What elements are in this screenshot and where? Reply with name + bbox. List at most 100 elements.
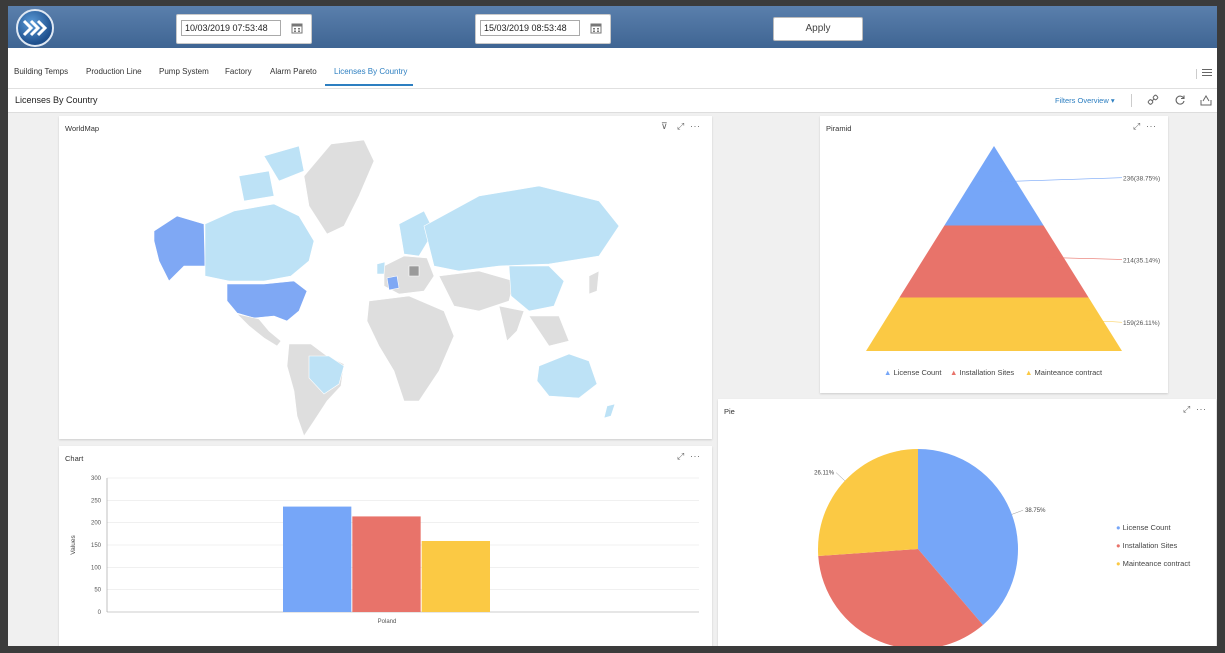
map-africa[interactable] <box>366 295 455 402</box>
legend-item-mainteance-contract[interactable]: ● Mainteance contract <box>1116 559 1190 568</box>
panel-title: Piramid <box>826 124 852 133</box>
expand-icon[interactable]: ⤢ <box>1133 121 1141 131</box>
tab-building-temps[interactable]: Building Temps <box>14 67 69 76</box>
link-icon[interactable] <box>1147 94 1159 106</box>
calendar-icon[interactable] <box>291 22 303 34</box>
filters-overview-dropdown[interactable]: Filters Overview ▾ <box>1055 96 1115 105</box>
pie-label-connector <box>835 472 846 481</box>
triangle-icon: ▲ <box>950 368 958 377</box>
pyramid-data-label: 236(38.75%) <box>1123 176 1160 183</box>
pyramid-data-label: 159(26.11%) <box>1123 320 1160 327</box>
legend-label: Installation Sites <box>1122 541 1178 550</box>
more-options-icon[interactable]: ··· <box>1146 121 1157 131</box>
y-tick-label: 250 <box>91 498 102 504</box>
top-bar: 10/03/2019 07:53:48 15/03/2019 08:53:48 … <box>8 6 1217 48</box>
map-japan[interactable] <box>588 270 600 295</box>
chevron-down-icon: ▾ <box>1110 96 1115 105</box>
panel-title: Chart <box>65 454 84 463</box>
map-southeast-asia[interactable] <box>528 315 570 347</box>
map-mexico[interactable] <box>236 313 282 347</box>
menu-icon[interactable] <box>1196 69 1216 79</box>
bar-chart: 0 50 100 150 200 250 300 Values Poland <box>70 476 699 625</box>
more-options-icon[interactable]: ··· <box>690 121 701 131</box>
map-uk[interactable] <box>376 261 386 275</box>
map-poland[interactable] <box>408 265 420 277</box>
x-tick-label: Poland <box>378 619 397 625</box>
legend-item-installation-sites[interactable]: ● Installation Sites <box>1116 541 1177 550</box>
tab-pump-system[interactable]: Pump System <box>159 67 209 76</box>
map-brazil[interactable] <box>308 355 345 395</box>
map-canada[interactable] <box>204 203 315 282</box>
pyramid-segment-mainteance-contract[interactable] <box>866 297 1122 351</box>
date-to-picker: 15/03/2019 08:53:48 <box>475 14 611 44</box>
pyramid-chart: 236(38.75%) 214(35.14%) 159(26.11%) <box>866 146 1160 351</box>
pie-label-connector <box>1011 510 1024 515</box>
share-icon[interactable] <box>1200 94 1212 106</box>
world-map <box>153 139 620 437</box>
map-greenland[interactable] <box>303 139 375 235</box>
page-title: Licenses By Country <box>15 95 98 105</box>
expand-icon[interactable]: ⤢ <box>1183 404 1191 414</box>
triangle-icon: ▲ <box>884 368 892 377</box>
pie-legend-icon: ● <box>1116 559 1121 568</box>
legend-item-license-count[interactable]: ▲ License Count <box>884 368 941 377</box>
pyramid-data-label: 214(35.14%) <box>1123 257 1160 264</box>
panel-title: WorldMap <box>65 124 100 133</box>
expand-icon[interactable]: ⤢ <box>677 121 685 131</box>
y-tick-label: 0 <box>98 610 102 616</box>
date-to-input[interactable]: 15/03/2019 08:53:48 <box>480 20 580 36</box>
apply-button[interactable]: Apply <box>773 17 863 41</box>
map-arctic-islands[interactable] <box>238 170 275 202</box>
legend-label: Mainteance contract <box>1122 559 1191 568</box>
map-china[interactable] <box>508 265 565 312</box>
divider <box>1131 94 1132 107</box>
calendar-icon[interactable] <box>590 22 602 34</box>
bar-installation-sites[interactable] <box>352 516 421 612</box>
tab-production-line[interactable]: Production Line <box>86 67 142 76</box>
map-arctic-islands[interactable] <box>263 145 305 182</box>
pie-legend-icon: ● <box>1116 541 1121 550</box>
map-usa[interactable] <box>226 280 308 322</box>
map-australia[interactable] <box>536 353 598 399</box>
worldmap-panel: WorldMap ⊽ ⤢ ··· <box>59 116 712 439</box>
pie-slice-mainteance-contract[interactable] <box>818 449 918 556</box>
legend-label: License Count <box>893 368 942 377</box>
logo-chevrons-icon <box>22 19 48 37</box>
bar-mainteance-contract[interactable] <box>421 540 490 612</box>
legend-item-installation-sites[interactable]: ▲ Installation Sites <box>950 368 1014 377</box>
legend-item-mainteance-contract[interactable]: ▲ Mainteance contract <box>1025 368 1102 377</box>
pyramid-label-connector <box>998 177 1123 183</box>
dashboard-tabs: Building Temps Production Line Pump Syst… <box>8 48 1217 89</box>
pyramid-label-connector <box>1046 257 1123 260</box>
refresh-icon[interactable] <box>1174 94 1186 106</box>
y-axis-label: Values <box>70 535 77 555</box>
map-russia[interactable] <box>423 185 620 272</box>
tab-licenses-by-country[interactable]: Licenses By Country <box>334 67 408 76</box>
bar-license-count[interactable] <box>283 506 352 612</box>
legend-label: License Count <box>1122 523 1171 532</box>
y-tick-label: 200 <box>91 521 102 527</box>
map-france[interactable] <box>386 275 400 291</box>
pyramid-segment-installation-sites[interactable] <box>899 225 1089 298</box>
filters-overview-label: Filters Overview <box>1055 96 1109 105</box>
map-scandinavia[interactable] <box>398 210 435 257</box>
triangle-icon: ▲ <box>1025 368 1033 377</box>
map-new-zealand[interactable] <box>603 403 616 419</box>
map-middle-east[interactable] <box>438 270 515 312</box>
expand-icon[interactable]: ⤢ <box>677 451 685 461</box>
tab-factory[interactable]: Factory <box>225 67 252 76</box>
date-from-input[interactable]: 10/03/2019 07:53:48 <box>181 20 281 36</box>
map-alaska[interactable] <box>153 215 206 282</box>
pyramid-segment-license-count[interactable] <box>944 146 1044 226</box>
app-logo[interactable] <box>16 9 54 47</box>
tab-alarm-pareto[interactable]: Alarm Pareto <box>270 67 317 76</box>
pie-chart: 38.75% 26.11% <box>814 449 1046 646</box>
map-india[interactable] <box>498 305 525 342</box>
pie-slice-license-count[interactable] <box>918 449 1018 626</box>
more-options-icon[interactable]: ··· <box>690 451 701 461</box>
more-options-icon[interactable]: ··· <box>1196 404 1207 414</box>
legend-item-license-count[interactable]: ● License Count <box>1116 523 1171 532</box>
filter-off-icon[interactable]: ⊽ <box>661 121 669 131</box>
pie-slice-installation-sites[interactable] <box>818 549 983 646</box>
chart-panel: Chart ⤢ ··· 0 50 100 150 200 250 300 Values Pola… <box>59 446 712 646</box>
